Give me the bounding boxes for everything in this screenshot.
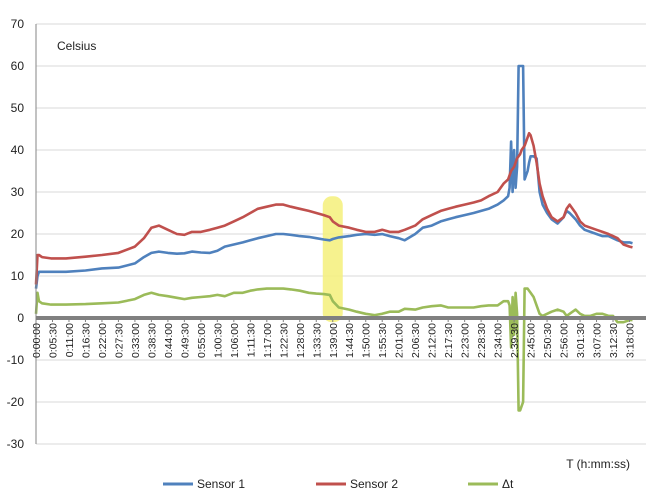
x-tick-label: 0:27:30 (113, 323, 125, 358)
x-tick-label: 3:12:30 (608, 323, 620, 358)
x-tick-label: 2:50:30 (542, 323, 554, 358)
legend-label: Sensor 1 (197, 477, 245, 491)
x-tick-label: 1:11:30 (245, 323, 257, 357)
x-tick-label: 1:00:30 (212, 323, 224, 358)
x-tick-label: 3:01:30 (575, 323, 587, 358)
y-tick-labels: -30 -20 -10 0 10 20 30 40 50 60 70 (7, 17, 25, 451)
x-tick-label: 0:22:00 (97, 323, 109, 358)
series-line-2 (34, 131, 633, 285)
unit-label: Celsius (57, 39, 96, 53)
y-tick-label: 50 (11, 101, 25, 115)
highlight-band (322, 196, 343, 323)
x-tick-label: 1:55:30 (377, 323, 389, 358)
x-tick-labels: 0:00:00 0:05:30 0:11:00 0:16:30 0:22:00 0:27:… (31, 323, 637, 358)
y-tick-label: 40 (11, 143, 25, 157)
x-tick-label: 0:00:00 (31, 323, 43, 358)
x-tick-label: 2:28:30 (476, 323, 488, 358)
x-tick-label: 1:39:00 (328, 323, 340, 358)
x-axis-label: T (h:mm:ss) (566, 457, 630, 471)
series-lines (34, 64, 633, 412)
y-tick-label: 0 (17, 311, 24, 325)
x-tick-label: 1:44:30 (344, 323, 356, 358)
legend-label: Δt (502, 477, 514, 491)
x-tick-label: 1:33:30 (311, 323, 323, 358)
x-tick-label: 2:17:30 (443, 323, 455, 358)
x-tick-label: 0:33:00 (130, 323, 142, 358)
x-tick-label: 1:22:30 (278, 323, 290, 358)
x-tick-label: 3:18:00 (625, 323, 637, 358)
x-tick-label: 2:23:00 (460, 323, 472, 358)
x-tick-label: 2:39:30 (509, 323, 521, 358)
y-tick-label: 20 (11, 227, 25, 241)
legend: Sensor 1 Sensor 2 Δt (163, 477, 514, 491)
x-tick-label: 1:06:00 (229, 323, 241, 358)
x-tick-label: 0:49:30 (179, 323, 191, 358)
x-tick-label: 2:45:00 (526, 323, 538, 358)
series-line-1 (34, 64, 633, 289)
y-tick-label: -30 (7, 437, 25, 451)
x-tick-label: 2:34:00 (493, 323, 505, 358)
x-tick-label: 2:12:00 (427, 323, 439, 358)
x-tick-label: 0:38:30 (146, 323, 158, 358)
legend-label: Sensor 2 (350, 477, 398, 491)
x-tick-label: 2:56:00 (559, 323, 571, 358)
x-tick-label: 3:07:00 (592, 323, 604, 358)
series-line-3 (34, 287, 633, 412)
x-tick-label: 2:01:00 (394, 323, 406, 358)
x-tick-label: 1:50:00 (361, 323, 373, 358)
y-tick-label: -10 (7, 353, 25, 367)
x-tick-label: 0:11:00 (64, 323, 76, 357)
y-tick-label: 10 (11, 269, 25, 283)
x-tick-label: 0:05:30 (47, 323, 59, 358)
y-tick-label: 70 (11, 17, 25, 31)
x-tick-label: 1:17:00 (262, 323, 274, 358)
y-tick-label: 30 (11, 185, 25, 199)
y-tick-label: -20 (7, 395, 25, 409)
x-tick-label: 1:28:00 (295, 323, 307, 358)
x-tick-label: 0:55:00 (196, 323, 208, 358)
axes (35, 24, 646, 444)
x-tick-label: 0:44:00 (163, 323, 175, 358)
y-tick-label: 60 (11, 59, 25, 73)
highlight-band-group (322, 196, 343, 323)
x-tick-label: 0:16:30 (80, 323, 92, 358)
x-tick-label: 2:06:30 (410, 323, 422, 358)
